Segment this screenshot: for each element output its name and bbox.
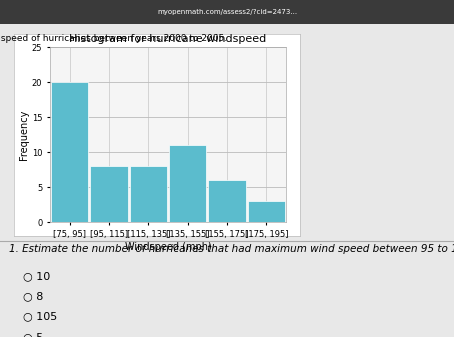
X-axis label: Windspeed (mph): Windspeed (mph): [124, 242, 212, 252]
Text: ○ 105: ○ 105: [23, 312, 57, 322]
Bar: [130, 166, 167, 222]
Text: myopenmath.com/assess2/?cid=2473...: myopenmath.com/assess2/?cid=2473...: [157, 9, 297, 15]
Text: 1. Estimate the number of hurricanes that had maximum wind speed between 95 to 1: 1. Estimate the number of hurricanes tha…: [9, 244, 454, 254]
Y-axis label: Frequency: Frequency: [19, 110, 29, 160]
Bar: [51, 82, 88, 222]
Bar: [208, 180, 246, 222]
Text: ○ 5: ○ 5: [23, 332, 43, 337]
Bar: [90, 166, 128, 222]
Text: The following is a histogram for maximum wind speed of hurricanes between years : The following is a histogram for maximum…: [0, 34, 227, 43]
Title: Histogram for hurricane windspeed: Histogram for hurricane windspeed: [69, 34, 266, 43]
Bar: [248, 202, 285, 222]
Bar: [169, 145, 206, 222]
Text: ○ 8: ○ 8: [23, 292, 43, 302]
Text: ○ 10: ○ 10: [23, 271, 50, 281]
